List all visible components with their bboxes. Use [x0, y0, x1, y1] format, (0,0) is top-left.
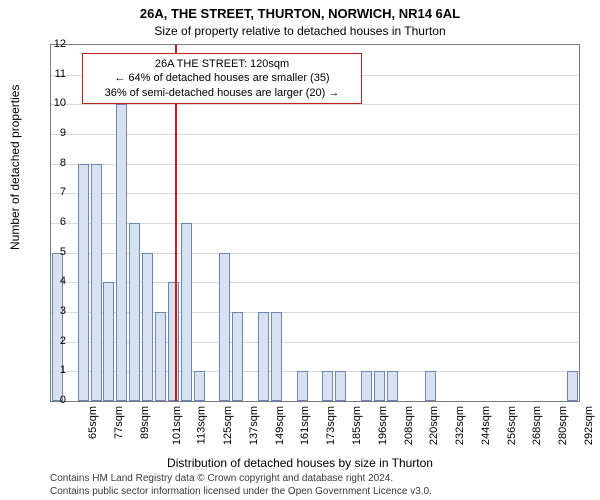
chart-title: 26A, THE STREET, THURTON, NORWICH, NR14 …	[0, 6, 600, 21]
histogram-bar	[361, 371, 372, 401]
annotation-box: 26A THE STREET: 120sqm← 64% of detached …	[82, 53, 362, 104]
annotation-line-3: 36% of semi-detached houses are larger (…	[89, 86, 355, 100]
histogram-bar	[567, 371, 578, 401]
histogram-bar	[142, 253, 153, 401]
histogram-bar	[425, 371, 436, 401]
y-tick-label: 4	[36, 275, 66, 287]
x-tick-label: 173sqm	[325, 406, 337, 445]
histogram-bar	[335, 371, 346, 401]
histogram-bar	[297, 371, 308, 401]
x-tick-label: 89sqm	[139, 406, 151, 439]
histogram-bar	[374, 371, 385, 401]
gridline	[51, 104, 579, 105]
gridline	[51, 193, 579, 194]
x-tick-label: 268sqm	[531, 406, 543, 445]
y-tick-label: 6	[36, 216, 66, 228]
y-tick-label: 5	[36, 246, 66, 258]
y-tick-label: 7	[36, 186, 66, 198]
x-tick-label: 292sqm	[583, 406, 595, 445]
annotation-line-2: ← 64% of detached houses are smaller (35…	[89, 71, 355, 85]
x-tick-label: 101sqm	[171, 406, 183, 445]
x-tick-label: 161sqm	[300, 406, 312, 445]
histogram-bar	[103, 282, 114, 401]
x-tick-label: 220sqm	[428, 406, 440, 445]
chart-subtitle: Size of property relative to detached ho…	[0, 24, 600, 38]
x-tick-label: 196sqm	[377, 406, 389, 445]
histogram-bar	[232, 312, 243, 401]
footer-attribution: Contains HM Land Registry data © Crown c…	[50, 473, 432, 498]
y-tick-label: 10	[36, 97, 66, 109]
annotation-line-1: 26A THE STREET: 120sqm	[89, 57, 355, 71]
footer-line-1: Contains HM Land Registry data © Crown c…	[50, 473, 432, 486]
x-axis-label: Distribution of detached houses by size …	[0, 456, 600, 470]
x-tick-label: 280sqm	[557, 406, 569, 445]
chart-plot-area: 26A THE STREET: 120sqm← 64% of detached …	[50, 44, 580, 402]
footer-line-2: Contains public sector information licen…	[50, 486, 432, 499]
x-tick-label: 208sqm	[403, 406, 415, 445]
x-tick-label: 65sqm	[87, 406, 99, 439]
histogram-bar	[91, 164, 102, 401]
x-tick-label: 125sqm	[222, 406, 234, 445]
y-tick-label: 11	[36, 68, 66, 80]
histogram-bar	[155, 312, 166, 401]
histogram-bar	[219, 253, 230, 401]
gridline	[51, 134, 579, 135]
y-tick-label: 9	[36, 127, 66, 139]
x-tick-label: 113sqm	[196, 406, 208, 444]
y-tick-label: 0	[36, 394, 66, 406]
histogram-bar	[387, 371, 398, 401]
x-tick-label: 256sqm	[506, 406, 518, 445]
histogram-bar	[181, 223, 192, 401]
gridline	[51, 164, 579, 165]
x-tick-label: 232sqm	[454, 406, 466, 445]
x-tick-label: 149sqm	[274, 406, 286, 445]
y-tick-label: 3	[36, 305, 66, 317]
y-tick-label: 1	[36, 364, 66, 376]
y-axis-label: Number of detached properties	[8, 85, 22, 250]
histogram-bar	[129, 223, 140, 401]
x-tick-label: 244sqm	[480, 406, 492, 445]
histogram-bar	[322, 371, 333, 401]
histogram-bar	[116, 104, 127, 401]
y-tick-label: 8	[36, 157, 66, 169]
y-tick-label: 12	[36, 38, 66, 50]
y-tick-label: 2	[36, 335, 66, 347]
histogram-bar	[78, 164, 89, 401]
histogram-bar	[194, 371, 205, 401]
histogram-bar	[271, 312, 282, 401]
x-tick-label: 185sqm	[351, 406, 363, 445]
x-tick-label: 77sqm	[113, 406, 125, 439]
x-tick-label: 137sqm	[248, 406, 260, 445]
histogram-bar	[258, 312, 269, 401]
